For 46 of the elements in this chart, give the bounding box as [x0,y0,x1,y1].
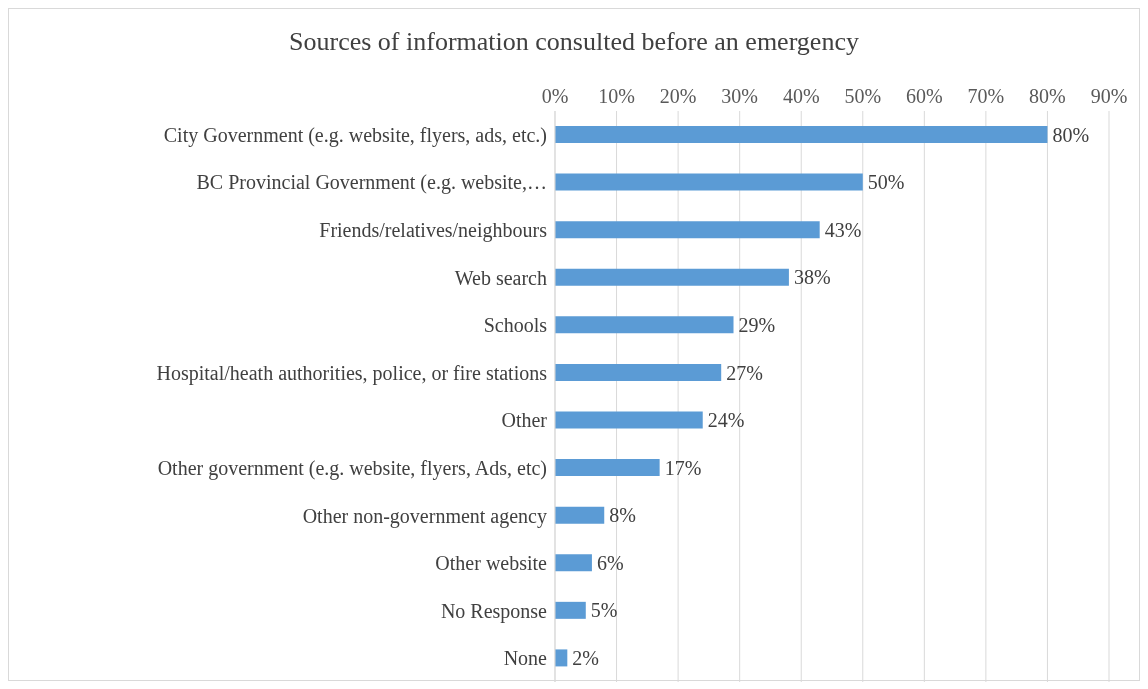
data-label: 29% [738,313,776,336]
y-tick-label: Hospital/heath authorities, police, or fire stations [156,361,548,385]
data-label: 80% [1052,123,1090,146]
x-tick-label: 30% [721,85,758,107]
chart-title: Sources of information consulted before an emergency [288,26,860,58]
bar [555,554,592,572]
x-tick-label: 40% [782,85,820,107]
x-tick-label: 80% [1029,85,1066,107]
bar [555,506,605,524]
data-label: 8% [609,504,636,527]
y-tick-label: No Response [440,599,548,623]
bar [555,411,703,429]
bar [555,363,722,381]
data-label: 50% [867,171,905,194]
y-tick-label: Friends/relatives/neighbours [319,219,548,243]
x-tick-label: 60% [906,85,943,107]
x-tick-label: 20% [659,85,697,107]
bar [555,173,863,191]
y-tick-label: Other non-government agency [302,504,547,528]
y-tick-label: Schools [483,314,548,337]
y-tick-label: City Government (e.g. website, flyers, ads, etc.) [163,123,547,147]
data-label: 27% [726,361,763,384]
y-tick-label: BC Provincial Government (e.g. website,… [196,171,547,195]
bar [555,601,586,619]
data-label: 6% [596,551,624,574]
y-tick-label: Other [501,409,548,432]
bar [555,459,660,477]
y-tick-label: Other government (e.g. website, flyers, Ads, etc) [157,456,547,480]
x-tick-label: 10% [598,85,635,107]
data-label: 5% [590,599,618,622]
bar [555,221,820,239]
data-label: 2% [572,647,599,670]
bar [555,126,1048,143]
data-label: 24% [707,409,745,432]
data-label: 38% [793,266,831,289]
x-tick-label: 70% [967,85,1005,107]
y-tick-label: Other website [435,552,548,575]
data-label: 43% [824,218,862,241]
bar [555,316,734,334]
y-tick-label: Web search [454,266,547,289]
x-tick-label: 90% [1090,85,1128,107]
data-label: 17% [664,456,702,479]
x-tick-label: 50% [844,85,882,107]
bar [555,268,789,286]
x-tick-label: 0% [541,85,569,107]
y-tick-label: None [503,647,548,670]
